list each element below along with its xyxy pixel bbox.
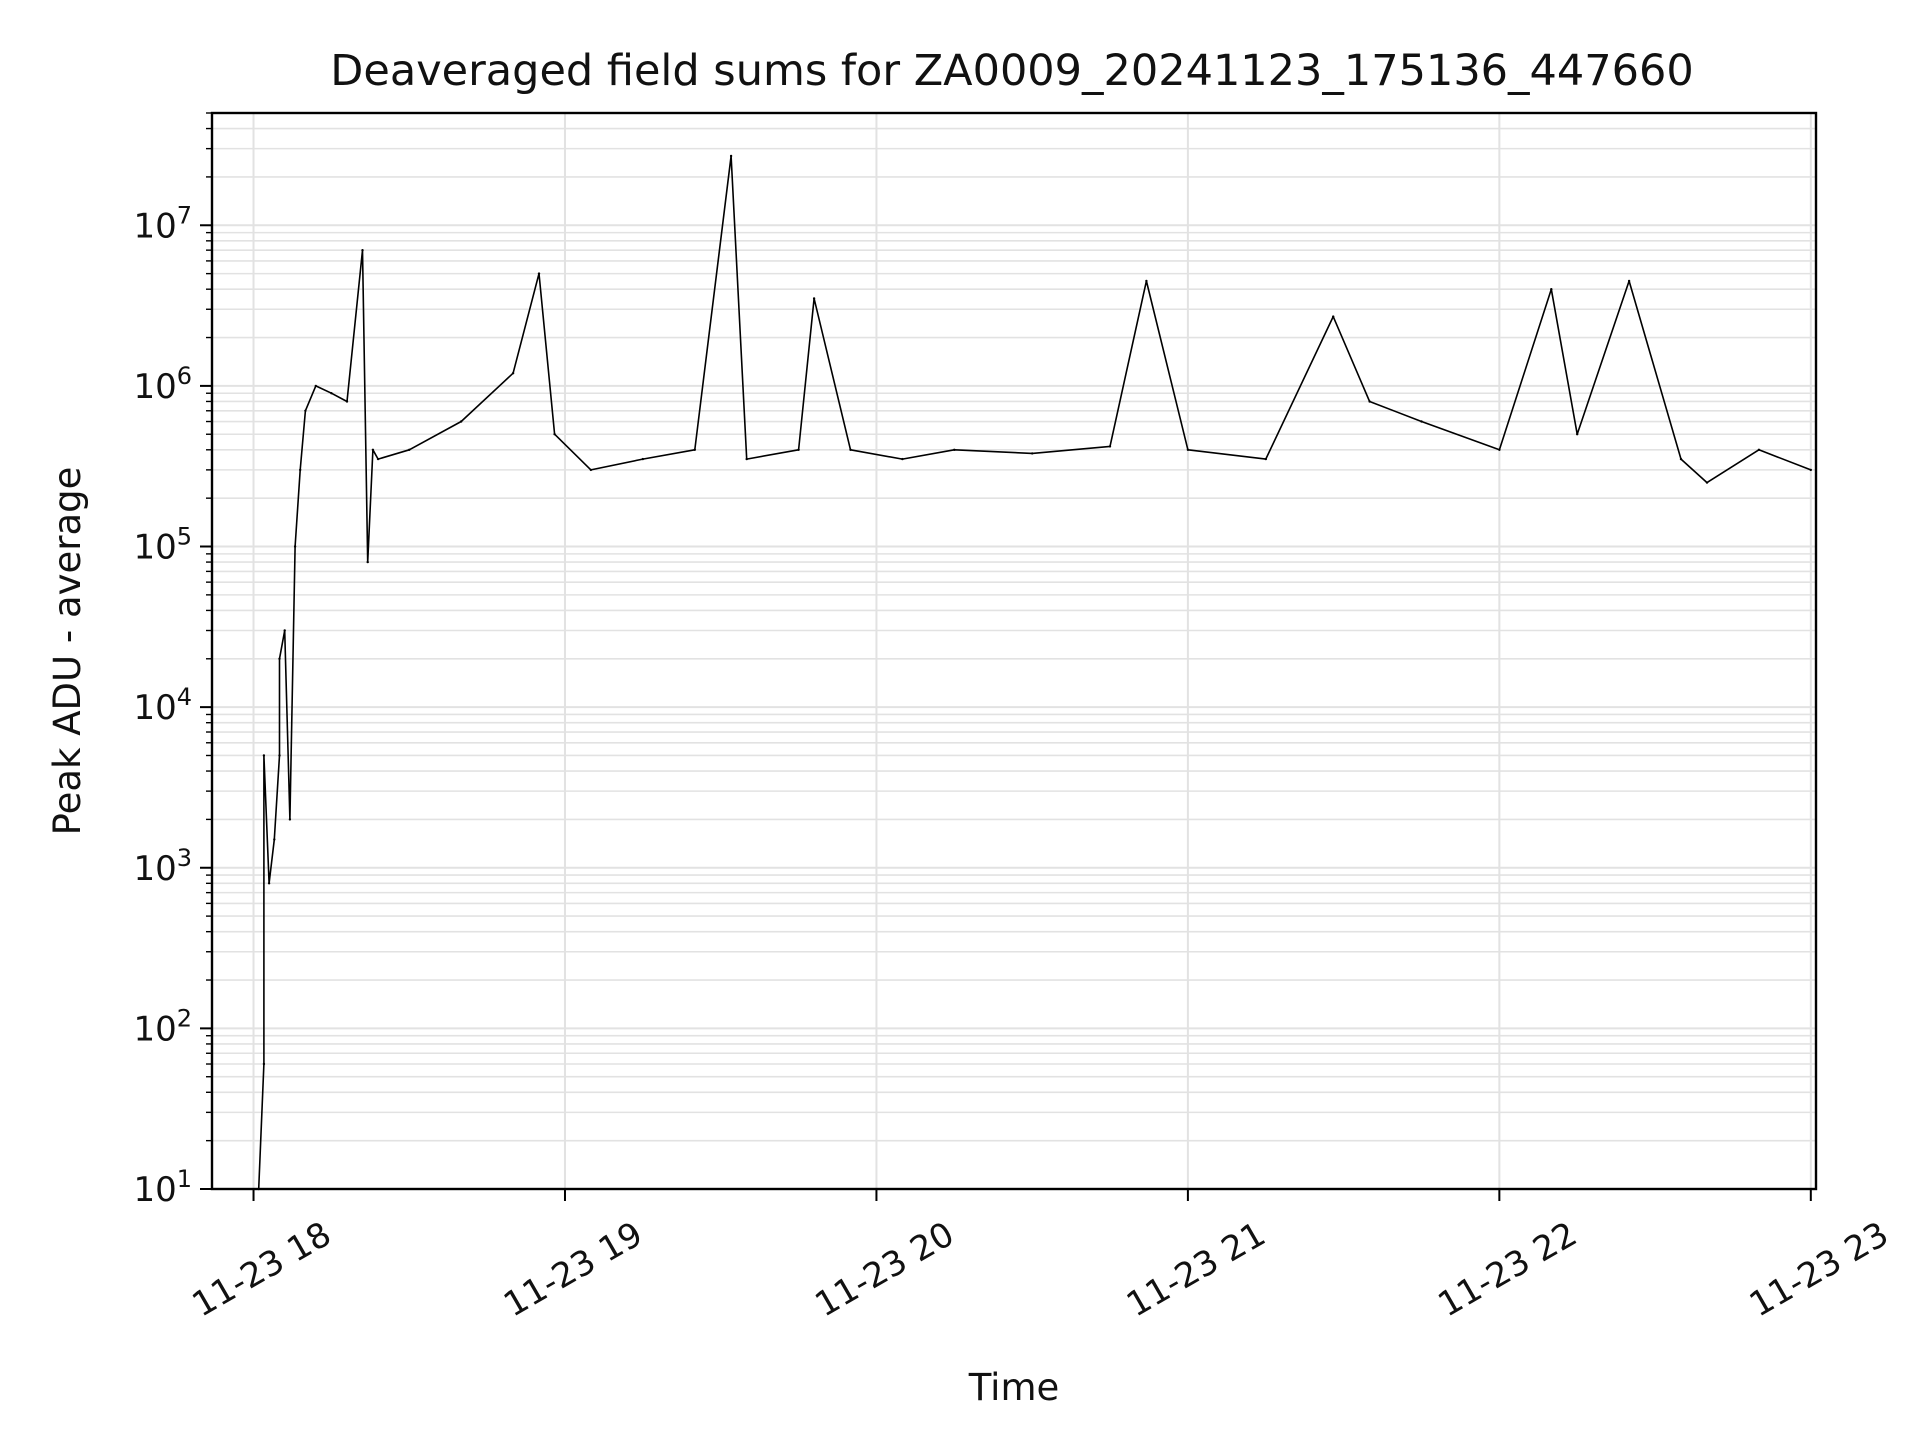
data-point [366, 560, 369, 564]
data-point [1576, 433, 1579, 436]
data-point [745, 457, 748, 461]
data-point [304, 409, 307, 412]
data-point [1705, 481, 1709, 484]
data-point [693, 448, 696, 451]
data-point [1145, 279, 1148, 283]
data-point [262, 1062, 266, 1066]
data-point [901, 457, 904, 461]
data-point [953, 448, 956, 451]
x-axis-label: Time [968, 1366, 1060, 1409]
plot-frame [210, 111, 1818, 1191]
data-point [729, 154, 733, 158]
data-point [1108, 445, 1112, 448]
data-point [460, 420, 463, 423]
y-tick-label: 105 [133, 523, 192, 568]
data-point [1627, 279, 1631, 283]
data-point [278, 657, 281, 660]
data-point [330, 392, 333, 395]
series-layer [257, 154, 1813, 1191]
y-axis-label: Peak ADU - average [46, 467, 89, 836]
data-point [371, 448, 375, 451]
data-point [267, 882, 271, 885]
grid [212, 112, 1816, 1190]
y-tick-label: 103 [133, 844, 192, 889]
data-point [1420, 420, 1423, 423]
data-point [293, 545, 297, 548]
chart-title: Deaveraged field sums for ZA0009_2024112… [330, 46, 1693, 96]
data-point [641, 457, 644, 461]
data-point [1186, 448, 1190, 451]
data-point [283, 629, 286, 632]
data-point [537, 272, 541, 275]
y-tick-label: 101 [133, 1165, 192, 1210]
data-point [361, 249, 364, 252]
data-point [288, 818, 292, 821]
data-point [376, 457, 380, 461]
y-tick-label: 107 [133, 201, 192, 246]
data-point [1757, 448, 1761, 451]
data-point [589, 468, 593, 472]
data-point [1332, 315, 1335, 318]
data-point [1679, 457, 1683, 461]
data-point [278, 754, 281, 757]
data-point [511, 372, 515, 375]
data-point [1031, 452, 1034, 455]
data-point [273, 838, 276, 841]
data-point [1368, 400, 1371, 403]
data-point [408, 448, 411, 451]
data-point [314, 384, 317, 388]
data-point [797, 448, 800, 451]
y-tick-label: 104 [133, 683, 192, 728]
data-point [1550, 288, 1553, 291]
data-point [345, 400, 349, 403]
series-line-0 [257, 155, 1812, 1190]
data-point [849, 448, 852, 451]
data-point [812, 297, 816, 300]
data-point [1809, 468, 1813, 472]
data-point [1498, 448, 1501, 451]
data-point [262, 754, 266, 757]
data-point [299, 468, 302, 472]
axis-ticks [200, 112, 1812, 1201]
data-point [1264, 457, 1268, 461]
data-point [553, 433, 556, 436]
y-tick-label: 102 [133, 1004, 192, 1049]
y-tick-label: 106 [133, 362, 192, 407]
